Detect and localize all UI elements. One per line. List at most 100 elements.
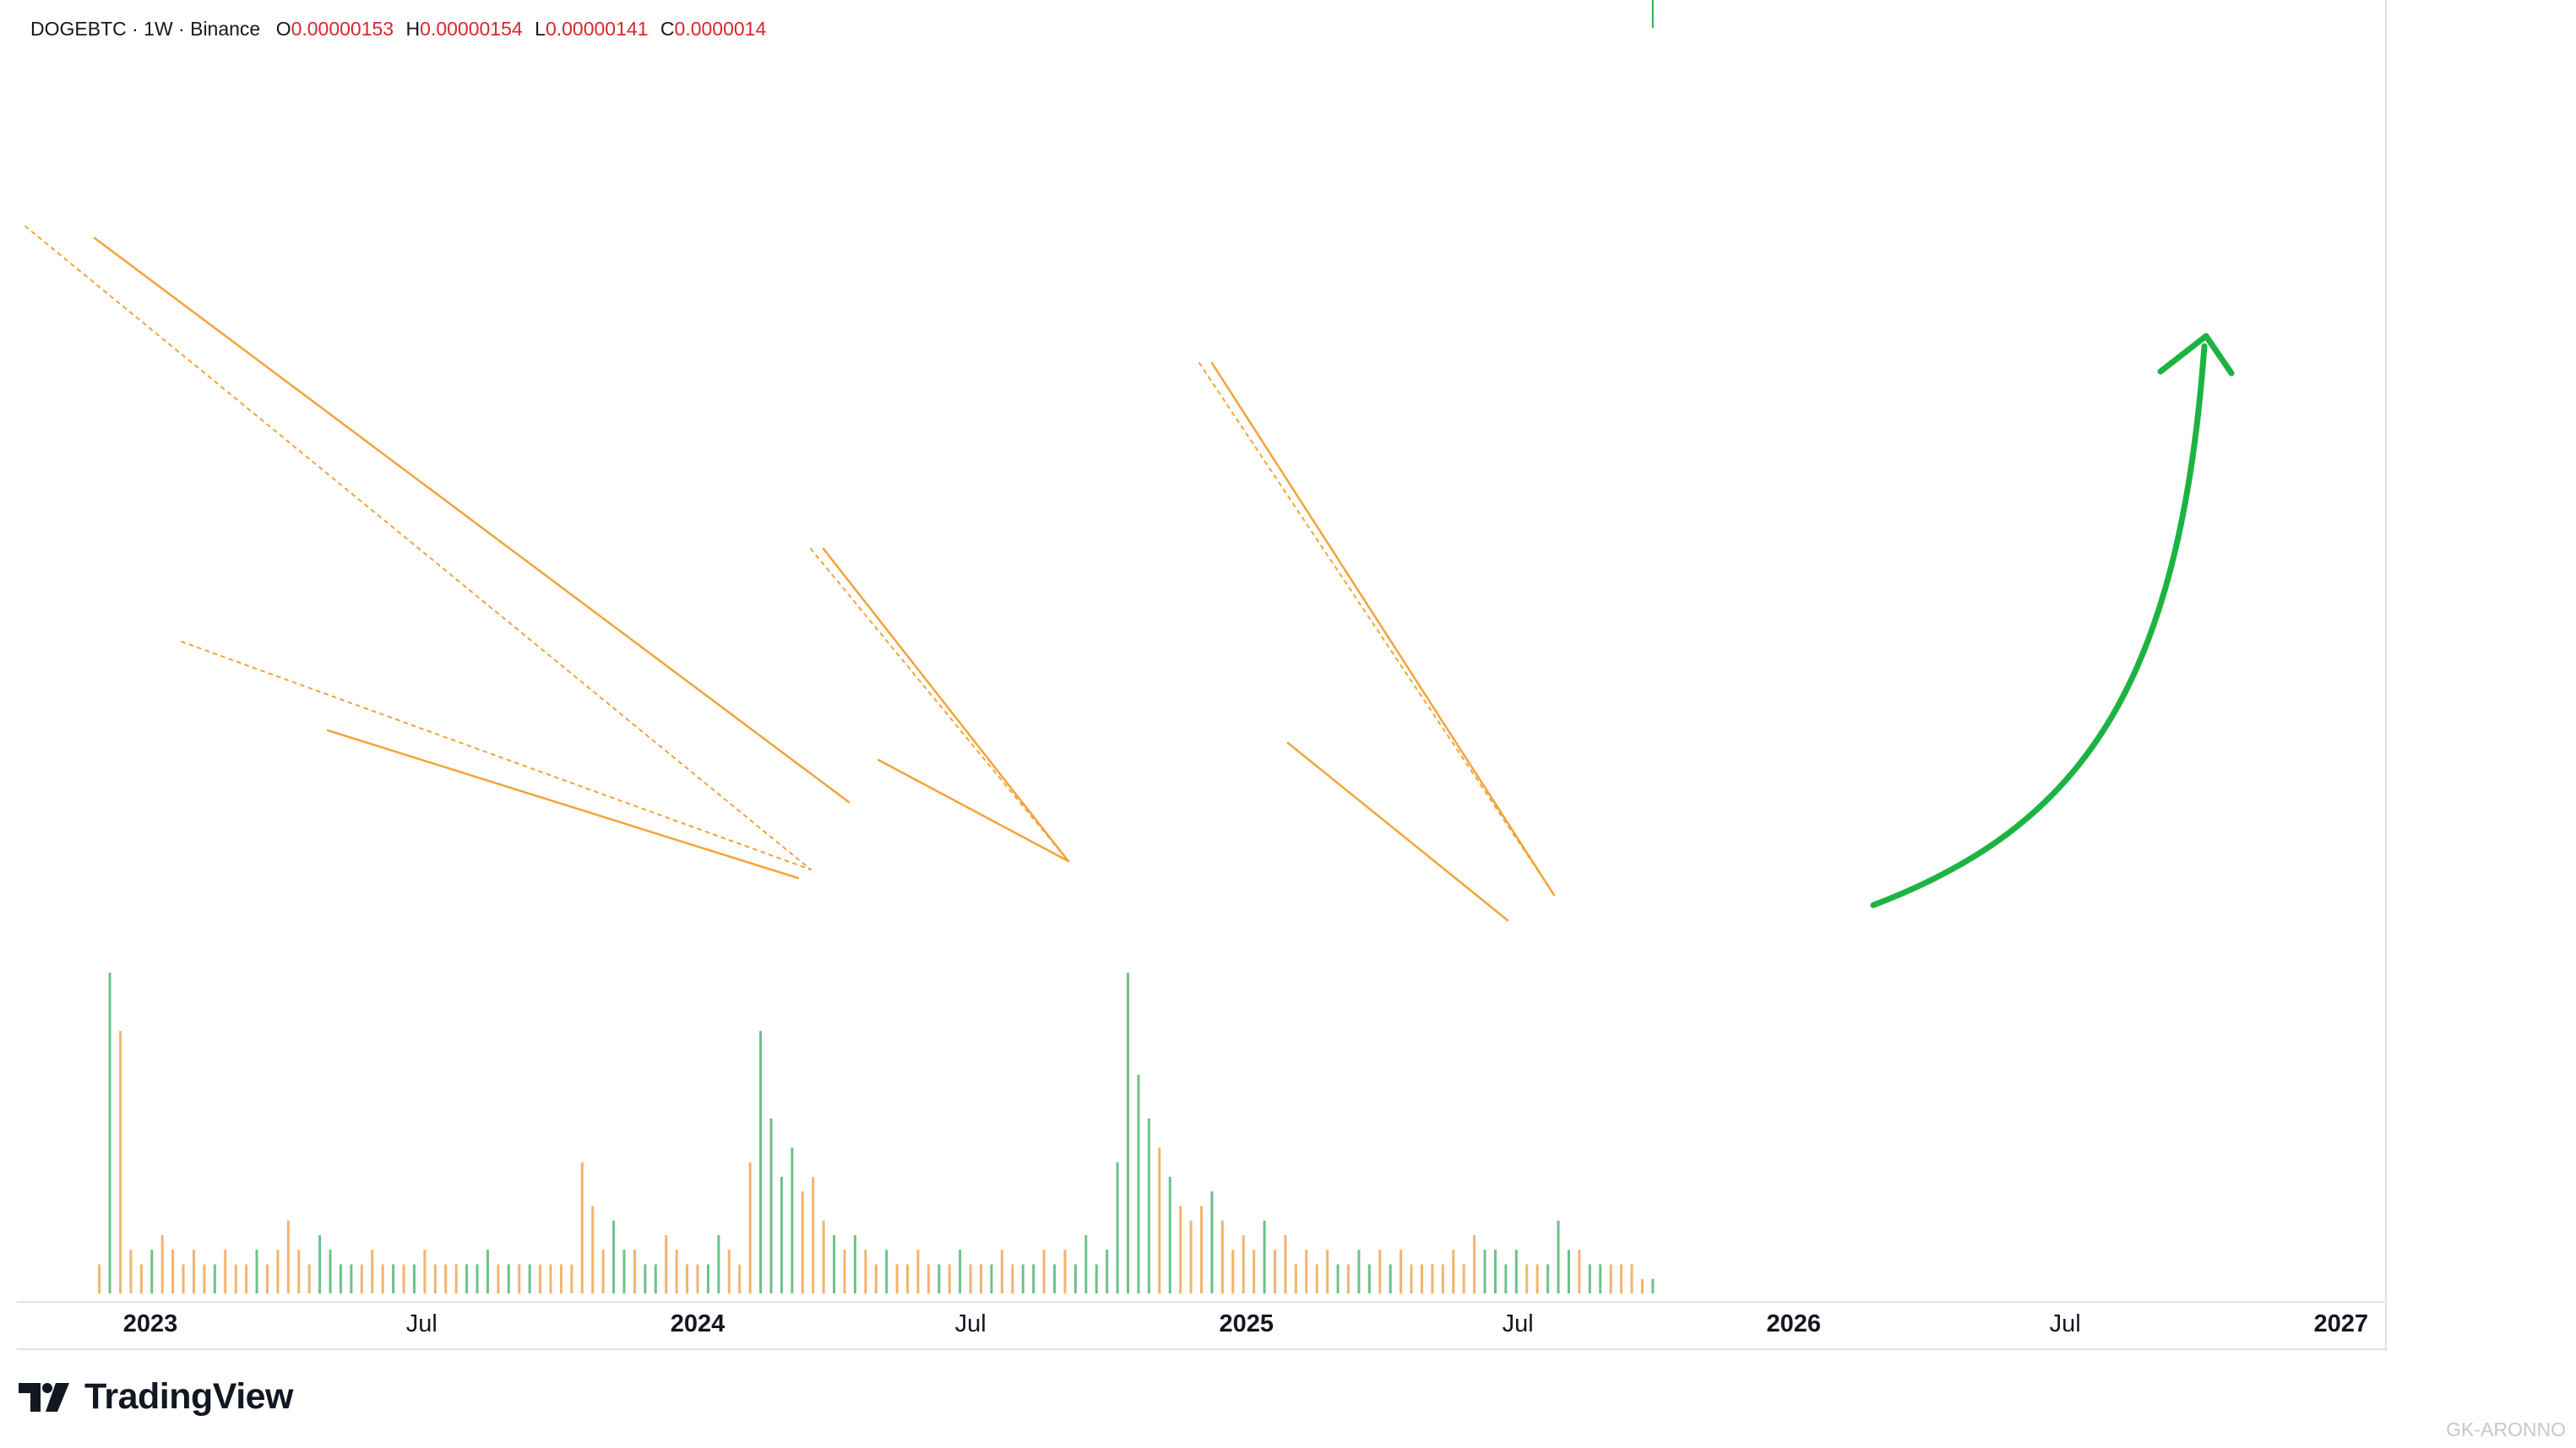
volume-bar [1567, 1250, 1570, 1293]
volume-bar [1294, 1264, 1297, 1293]
volume-bar [906, 1264, 910, 1293]
time-tick-label[interactable]: 2027 [2314, 1310, 2369, 1337]
volume-bar [937, 1264, 941, 1293]
volume-bar [1127, 973, 1130, 1293]
trendline-dotted[interactable] [181, 641, 812, 870]
volume-bar [1578, 1250, 1581, 1293]
trendline[interactable] [93, 236, 851, 804]
volume-bar [486, 1250, 489, 1293]
volume-bar [507, 1264, 510, 1293]
time-tick-label[interactable]: 2025 [1220, 1310, 1274, 1337]
volume-bar [139, 1264, 143, 1293]
volume-bar [1462, 1264, 1465, 1293]
trendline-dotted[interactable] [1198, 362, 1555, 896]
projection-arrow[interactable] [1870, 333, 2235, 908]
volume-bar [1231, 1250, 1235, 1293]
volume-bar [1599, 1264, 1602, 1293]
volume-bar [686, 1264, 689, 1293]
volume-bar [1640, 1278, 1644, 1293]
volume-bar [780, 1176, 783, 1293]
volume-bars [98, 973, 1655, 1293]
high-label: H [406, 18, 421, 40]
volume-bar [476, 1264, 479, 1293]
volume-bar [654, 1264, 657, 1293]
close-label: C [660, 18, 675, 40]
volume-bar [570, 1264, 573, 1293]
volume-bar [759, 1031, 763, 1293]
time-tick-label[interactable]: Jul [2050, 1310, 2081, 1337]
volume-bar [213, 1264, 216, 1293]
trendline-dotted[interactable] [810, 548, 1069, 862]
volume-bar [381, 1264, 384, 1293]
volume-bar [1473, 1234, 1476, 1293]
volume-bar [286, 1220, 290, 1293]
brand-name: TradingView [84, 1376, 294, 1417]
legend-header: DOGEBTC · 1W · Binance O0.00000153 H0.00… [30, 18, 766, 40]
volume-bar [1620, 1264, 1623, 1293]
time-tick-label[interactable]: Jul [1503, 1310, 1534, 1337]
symbol-label: DOGEBTC · 1W · Binance [30, 18, 260, 40]
open-label: O [276, 18, 291, 40]
volume-bar [371, 1250, 374, 1293]
time-tick-label[interactable]: Jul [406, 1310, 437, 1337]
volume-bar [1326, 1250, 1329, 1293]
trendline[interactable] [326, 729, 800, 880]
time-tick-label[interactable]: Jul [955, 1310, 986, 1337]
time-tick-label[interactable]: 2024 [671, 1310, 726, 1337]
volume-bar [1063, 1250, 1067, 1293]
volume-bar [224, 1250, 227, 1293]
symbol-info: DOGEBTC · 1W · Binance O0.00000153 H0.00… [30, 18, 766, 40]
volume-bar [412, 1264, 416, 1293]
volume-bar [969, 1264, 972, 1293]
brand[interactable]: TradingView [19, 1376, 294, 1418]
volume-bar [1137, 1074, 1140, 1293]
volume-bar [591, 1206, 595, 1293]
volume-bar [1168, 1176, 1171, 1293]
trendline[interactable] [822, 547, 1070, 863]
volume-bar [738, 1264, 742, 1293]
volume-bar [1588, 1264, 1591, 1293]
volume-bar [1189, 1220, 1193, 1293]
volume-bar [833, 1234, 836, 1293]
volume-bar [990, 1264, 993, 1293]
volume-bar [1336, 1264, 1340, 1293]
volume-bar [203, 1264, 206, 1293]
volume-bar [182, 1264, 185, 1293]
volume-bar [916, 1250, 920, 1293]
volume-bar [497, 1264, 500, 1293]
trendline[interactable] [1286, 741, 1509, 922]
high-value: 0.00000154 [420, 18, 523, 40]
volume-bar [644, 1264, 647, 1293]
volume-bar [1021, 1264, 1024, 1293]
time-axis[interactable]: 2023 Jul 2024 Jul 2025 Jul 2026 Jul 2027 [123, 1310, 2368, 1337]
volume-bar [1493, 1250, 1497, 1293]
trendline-dotted[interactable] [24, 225, 812, 870]
volume-bar [1073, 1264, 1077, 1293]
author-watermark: GK-ARONNO [2446, 1418, 2566, 1440]
volume-bar [612, 1220, 616, 1293]
low-label: L [535, 18, 546, 40]
volume-bar [192, 1250, 195, 1293]
volume-bar [539, 1264, 542, 1293]
volume-bar [1200, 1206, 1204, 1293]
trendline[interactable] [877, 758, 1070, 863]
trendlines[interactable] [24, 225, 1556, 922]
volume-bar [1106, 1250, 1109, 1293]
volume-bar [1514, 1250, 1518, 1293]
time-tick-label[interactable]: 2026 [1767, 1310, 1822, 1337]
volume-bar [1084, 1234, 1088, 1293]
time-tick-label[interactable]: 2023 [123, 1310, 178, 1337]
volume-bar [727, 1250, 731, 1293]
volume-bar [276, 1250, 280, 1293]
volume-bar [665, 1234, 668, 1293]
trendline[interactable] [1210, 361, 1556, 897]
volume-bar [601, 1250, 605, 1293]
volume-bar [1431, 1264, 1434, 1293]
volume-bar [1053, 1264, 1057, 1293]
volume-bar [717, 1234, 720, 1293]
volume-bar [1399, 1250, 1403, 1293]
volume-bar [1032, 1264, 1035, 1293]
volume-bar [307, 1264, 311, 1293]
volume-bar [171, 1250, 175, 1293]
